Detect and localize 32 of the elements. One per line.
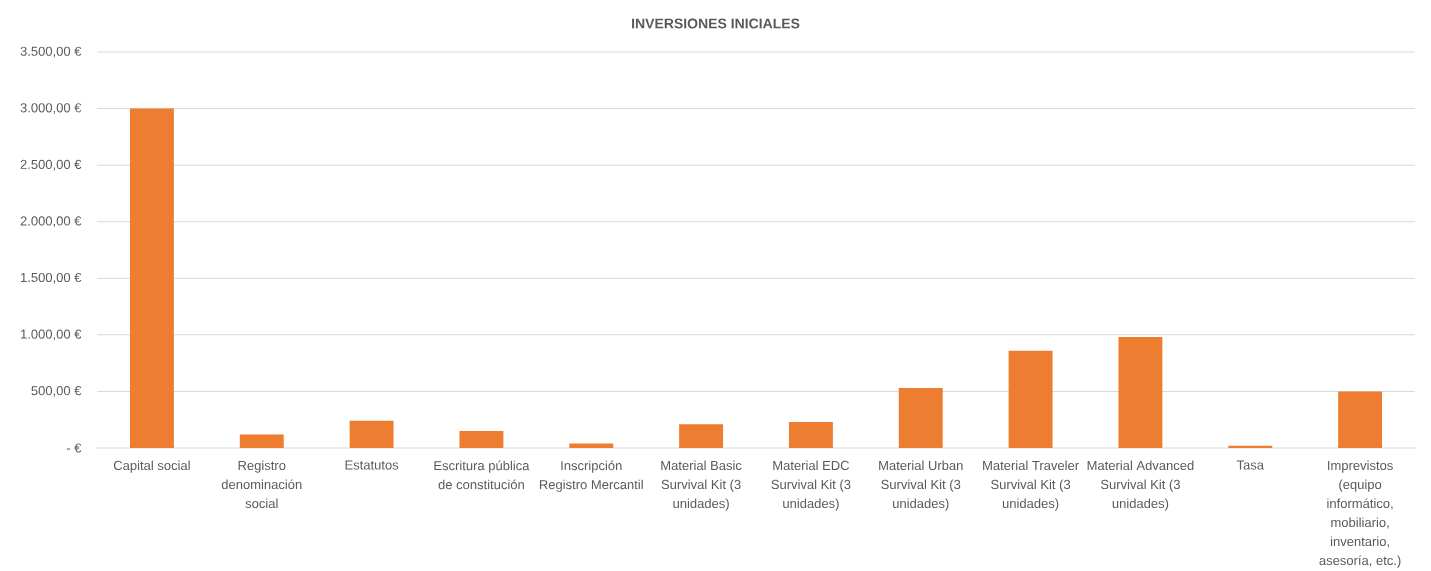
x-tick-label: Tasa xyxy=(1236,460,1264,470)
bar xyxy=(1338,391,1383,448)
bar xyxy=(1008,350,1053,448)
bar xyxy=(569,443,614,448)
bar xyxy=(898,388,943,448)
x-tick-label: Material Urban Survival Kit (3 unidades) xyxy=(879,460,963,511)
x-tick-label: Imprevistos (equipo informático, mobiliario, inventario, asesoría, etc.) xyxy=(1319,460,1401,568)
bar xyxy=(788,421,833,448)
x-tick-label: Material Advanced Survival Kit (3 unidades) xyxy=(1087,460,1194,511)
y-tick-label: 500,00 € xyxy=(31,386,82,397)
x-tick-label: Material Traveler Survival Kit (3 unidades) xyxy=(983,460,1079,511)
y-tick-label: 3.000,00 € xyxy=(20,103,82,114)
x-tick-label: Material Basic Survival Kit (3 unidades) xyxy=(661,460,742,511)
x-tick-label: Material EDC Survival Kit (3 unidades) xyxy=(771,460,851,511)
chart-title: INVERSIONES INICIALES xyxy=(632,18,800,29)
bar xyxy=(679,424,724,448)
x-tick-label: Registro denominación social xyxy=(221,460,302,509)
bar xyxy=(129,108,174,448)
bar xyxy=(459,431,504,448)
bar xyxy=(239,434,284,448)
y-tick-label: 2.500,00 € xyxy=(20,159,82,171)
y-tick-label: 2.000,00 € xyxy=(20,216,82,228)
x-tick-label: Capital social xyxy=(113,460,190,473)
y-tick-label: 1.000,00 € xyxy=(21,329,82,341)
y-tick-label: - € xyxy=(66,443,82,453)
x-tick-label: Escritura pública de constitución xyxy=(434,460,530,490)
bar xyxy=(1118,337,1163,448)
bar xyxy=(349,420,394,448)
y-tick-label: 1.500,00 € xyxy=(21,272,82,284)
x-tick-label: Estatutos xyxy=(345,460,399,470)
y-tick-label: 3.500,00 € xyxy=(20,46,82,58)
x-tick-label: Inscripción Registro Mercantil xyxy=(539,460,643,492)
